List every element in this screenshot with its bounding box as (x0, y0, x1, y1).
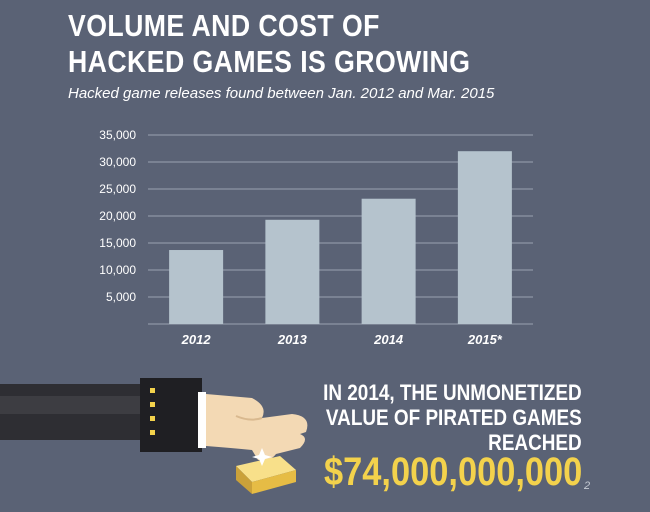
hand-with-gold-illustration (0, 378, 308, 494)
hand-icon (206, 394, 308, 461)
y-tick-label: 20,000 (99, 209, 136, 223)
y-tick-label: 15,000 (99, 236, 136, 250)
bar (169, 250, 224, 324)
gold-bar-icon (236, 448, 296, 494)
footnote-marker: 2 (584, 480, 591, 492)
page-title: VOLUME AND COST OF HACKED GAMES IS GROWI… (68, 8, 470, 80)
callout-line-1: IN 2014, THE UNMONETIZED (323, 380, 582, 405)
pirated-value-amount: $74,000,000,000 (323, 450, 582, 494)
y-tick-label: 10,000 (99, 263, 136, 277)
y-tick-label: 5,000 (106, 290, 136, 304)
title-line-2: HACKED GAMES IS GROWING (68, 44, 471, 79)
chart-subtitle: Hacked game releases found between Jan. … (68, 85, 495, 102)
bar-chart: 5,000 10,000 15,000 20,000 25,000 30,000 35,00… (99, 128, 533, 347)
suit-sleeve-icon (0, 378, 206, 452)
title-line-1: VOLUME AND COST OF (68, 8, 380, 43)
x-tick-label: 2015* (467, 332, 503, 347)
x-tick-label: 2012 (181, 332, 212, 347)
callout-text: IN 2014, THE UNMONETIZED VALUE OF PIRATE… (323, 380, 582, 455)
y-tick-label: 30,000 (99, 155, 136, 169)
y-tick-label: 35,000 (99, 128, 136, 142)
bar (457, 151, 512, 324)
bar (361, 198, 416, 324)
y-tick-label: 25,000 (99, 182, 136, 196)
callout-line-2: VALUE OF PIRATED GAMES (326, 405, 582, 430)
x-tick-label: 2013 (277, 332, 308, 347)
bar (265, 219, 320, 324)
x-tick-label: 2014 (373, 332, 404, 347)
callout-line-3: REACHED (488, 430, 582, 455)
